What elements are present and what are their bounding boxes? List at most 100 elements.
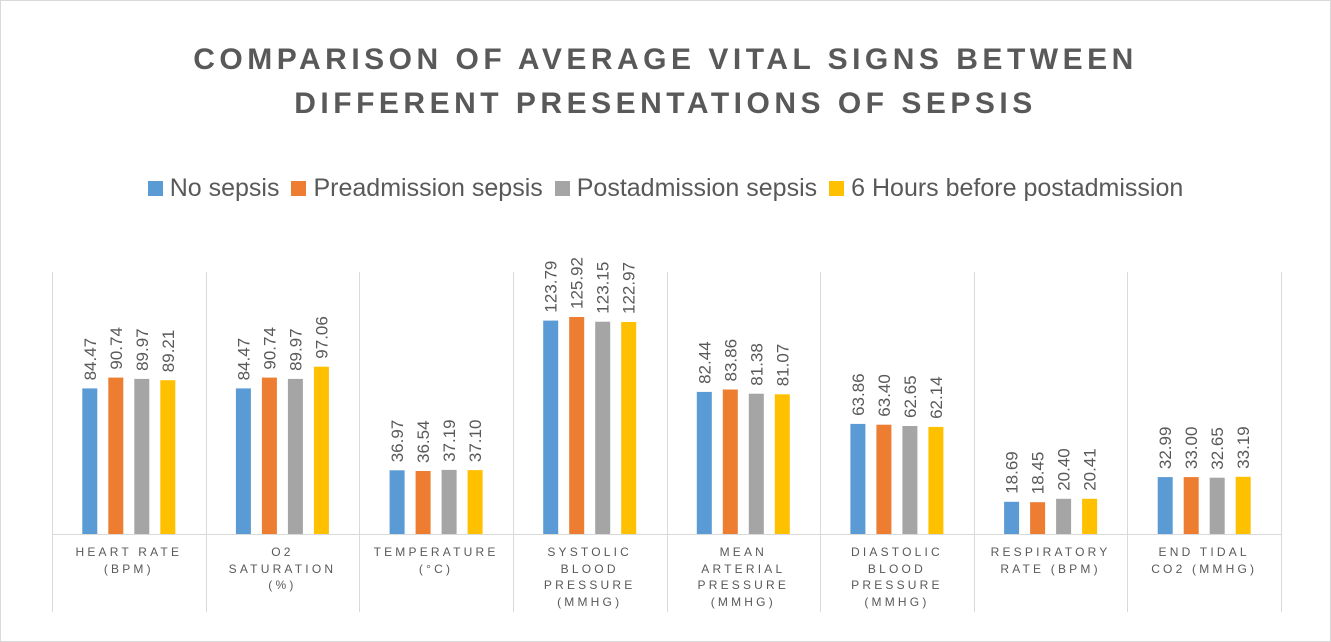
category-label-line: (MMHG) (557, 594, 623, 609)
category-label-systolic-blood-pressure-mmhg: SYSTOLIC BLOOD PRESSURE (MMHG) (515, 544, 665, 610)
data-label-preadmission-sepsis-end-tidal-co2-mmhg: 33.00 (1182, 427, 1201, 470)
category-label-line: (°C) (418, 561, 454, 576)
bar-preadmission-sepsis-mean-arterial-pressure-mmhg (722, 389, 738, 534)
category-label-line: O2 (271, 545, 294, 559)
category-label-line: CO2 (MMHG) (1151, 561, 1258, 576)
bar-no-sepsis-respiratory-rate-bpm (1004, 501, 1020, 534)
bar-postadmission-sepsis-temperature-c (441, 469, 457, 534)
data-label-no-sepsis-respiratory-rate-bpm: 18.69 (1003, 451, 1022, 494)
category-label-line: DIASTOLIC (850, 545, 943, 559)
data-label-preadmission-sepsis-diastolic-blood-pressure-mmhg: 63.40 (875, 374, 894, 417)
data-label-postadmission-sepsis-systolic-blood-pressure-mmhg: 123.15 (594, 262, 613, 314)
category-label-line: (MMHG) (710, 594, 776, 609)
bar-postadmission-sepsis-o2-saturation (287, 378, 303, 534)
bar-preadmission-sepsis-respiratory-rate-bpm (1030, 502, 1046, 534)
data-label-postadmission-sepsis-diastolic-blood-pressure-mmhg: 62.65 (901, 375, 920, 418)
category-label-line: MEAN (719, 545, 768, 559)
legend-item-postadmission-sepsis: Postadmission sepsis (554, 174, 818, 203)
category-label-mean-arterial-pressure-mmhg: MEAN ARTERIAL PRESSURE (MMHG) (668, 544, 818, 610)
data-label-postadmission-sepsis-heart-rate-bpm: 89.97 (133, 328, 152, 371)
data-label-6-hours-before-postadmission-end-tidal-co2-mmhg: 33.19 (1234, 426, 1253, 469)
data-label-no-sepsis-temperature-c: 36.97 (388, 420, 407, 463)
legend-swatch-no-sepsis (147, 181, 163, 196)
bar-preadmission-sepsis-temperature-c (415, 471, 431, 534)
bar-no-sepsis-mean-arterial-pressure-mmhg (696, 391, 712, 534)
chart-title-line-2: DIFFERENT PRESENTATIONS OF SEPSIS (294, 87, 1037, 120)
data-label-preadmission-sepsis-o2-saturation: 90.74 (260, 327, 279, 370)
category-label-line: SYSTOLIC (547, 545, 633, 559)
category-label-line: (MMHG) (864, 594, 930, 609)
bar-postadmission-sepsis-heart-rate-bpm (134, 378, 150, 534)
category-label-line: (BPM) (103, 561, 154, 576)
category-label-line: RATE (BPM) (1000, 561, 1101, 576)
bar-postadmission-sepsis-systolic-blood-pressure-mmhg (595, 321, 611, 534)
bar-6-hours-before-postadmission-diastolic-blood-pressure-mmhg (928, 426, 944, 534)
data-label-no-sepsis-o2-saturation: 84.47 (234, 338, 253, 381)
bar-preadmission-sepsis-o2-saturation (261, 377, 277, 534)
category-label-line: HEART RATE (75, 545, 183, 559)
bar-preadmission-sepsis-end-tidal-co2-mmhg (1183, 477, 1199, 534)
legend-swatch-6-hours-before-postadmission (829, 181, 845, 196)
category-label-line: PRESSURE (697, 578, 790, 592)
data-label-6-hours-before-postadmission-o2-saturation: 97.06 (312, 316, 331, 359)
bar-6-hours-before-postadmission-end-tidal-co2-mmhg (1235, 476, 1251, 534)
bar-no-sepsis-diastolic-blood-pressure-mmhg (850, 423, 866, 534)
bar-postadmission-sepsis-mean-arterial-pressure-mmhg (748, 393, 764, 534)
legend-item-no-sepsis: No sepsis (147, 174, 280, 203)
data-label-no-sepsis-systolic-blood-pressure-mmhg: 123.79 (542, 261, 561, 313)
legend-label-preadmission-sepsis: Preadmission sepsis (313, 174, 543, 202)
category-label-temperature-c: TEMPERATURE (°C) (361, 544, 511, 577)
legend-item-preadmission-sepsis: Preadmission sepsis (291, 174, 543, 203)
bar-no-sepsis-end-tidal-co2-mmhg (1157, 477, 1173, 534)
bar-postadmission-sepsis-respiratory-rate-bpm (1056, 498, 1072, 534)
chart-title: COMPARISON OF AVERAGE VITAL SIGNS BETWEE… (0, 38, 1331, 126)
category-label-line: PRESSURE (543, 578, 636, 592)
category-label-diastolic-blood-pressure-mmhg: DIASTOLIC BLOOD PRESSURE (MMHG) (822, 544, 972, 610)
data-label-postadmission-sepsis-mean-arterial-pressure-mmhg: 81.38 (747, 343, 766, 386)
bar-6-hours-before-postadmission-temperature-c (467, 470, 483, 534)
category-label-respiratory-rate-bpm: RESPIRATORY RATE (BPM) (976, 544, 1126, 577)
data-label-no-sepsis-end-tidal-co2-mmhg: 32.99 (1156, 427, 1175, 470)
legend-item-6-hours-before-postadmission: 6 Hours before postadmission (829, 174, 1183, 203)
category-label-line: TEMPERATURE (373, 545, 499, 559)
legend-swatch-postadmission-sepsis (554, 181, 570, 196)
bar-no-sepsis-temperature-c (389, 470, 405, 534)
data-label-6-hours-before-postadmission-respiratory-rate-bpm: 20.41 (1081, 448, 1100, 491)
bar-no-sepsis-o2-saturation (235, 388, 251, 534)
data-label-6-hours-before-postadmission-mean-arterial-pressure-mmhg: 81.07 (773, 344, 792, 387)
data-label-no-sepsis-heart-rate-bpm: 84.47 (81, 338, 100, 381)
data-label-preadmission-sepsis-heart-rate-bpm: 90.74 (107, 327, 126, 370)
category-label-o2-saturation: O2 SATURATION (%) (207, 544, 357, 594)
legend-label-no-sepsis: No sepsis (169, 174, 280, 202)
data-label-no-sepsis-diastolic-blood-pressure-mmhg: 63.86 (849, 373, 868, 416)
legend-label-6-hours-before-postadmission: 6 Hours before postadmission (851, 174, 1184, 202)
category-label-heart-rate-bpm: HEART RATE (BPM) (54, 544, 204, 577)
legend-label-postadmission-sepsis: Postadmission sepsis (576, 174, 818, 202)
data-label-6-hours-before-postadmission-temperature-c: 37.10 (466, 420, 485, 463)
bar-preadmission-sepsis-diastolic-blood-pressure-mmhg (876, 424, 892, 534)
data-label-postadmission-sepsis-respiratory-rate-bpm: 20.40 (1055, 448, 1074, 491)
chart-title-line-1: COMPARISON OF AVERAGE VITAL SIGNS BETWEE… (193, 43, 1138, 76)
category-label-line: BLOOD (867, 561, 926, 576)
category-label-line: END TIDAL (1158, 545, 1250, 559)
data-label-6-hours-before-postadmission-diastolic-blood-pressure-mmhg: 62.14 (927, 376, 946, 419)
category-label-end-tidal-co2-mmhg: END TIDAL CO2 (MMHG) (1129, 544, 1279, 577)
bar-preadmission-sepsis-heart-rate-bpm (108, 377, 124, 534)
bar-no-sepsis-systolic-blood-pressure-mmhg (543, 320, 559, 534)
category-label-line: BLOOD (560, 561, 619, 576)
chart-legend: No sepsis Preadmission sepsis Postadmiss… (0, 174, 1331, 203)
data-label-preadmission-sepsis-temperature-c: 36.54 (414, 420, 433, 463)
data-label-preadmission-sepsis-mean-arterial-pressure-mmhg: 83.86 (721, 339, 740, 382)
data-label-no-sepsis-mean-arterial-pressure-mmhg: 82.44 (695, 341, 714, 384)
data-label-postadmission-sepsis-o2-saturation: 89.97 (286, 328, 305, 371)
bar-postadmission-sepsis-end-tidal-co2-mmhg (1209, 477, 1225, 534)
category-label-line: PRESSURE (851, 578, 943, 592)
data-label-preadmission-sepsis-systolic-blood-pressure-mmhg: 125.92 (568, 257, 587, 309)
category-label-line: (%) (268, 578, 297, 592)
category-label-line: ARTERIAL (701, 561, 786, 576)
bar-6-hours-before-postadmission-respiratory-rate-bpm (1082, 498, 1098, 534)
bar-preadmission-sepsis-systolic-blood-pressure-mmhg (569, 317, 585, 534)
bar-no-sepsis-heart-rate-bpm (82, 388, 98, 534)
data-label-6-hours-before-postadmission-heart-rate-bpm: 89.21 (159, 330, 178, 373)
